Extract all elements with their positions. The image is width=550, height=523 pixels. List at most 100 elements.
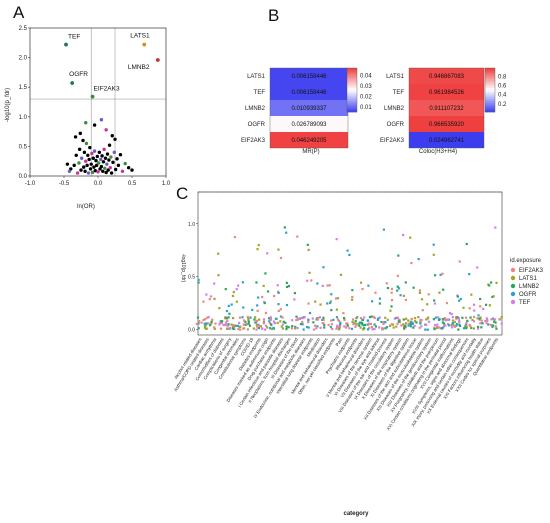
phewas-point [228,327,232,330]
phewas-point [235,288,238,291]
phewas-point [257,244,260,247]
phewas-point [382,322,385,326]
phewas-point [495,327,498,330]
phewas-point [434,316,437,319]
colorbar-segment [347,85,357,89]
phewas-point [211,318,214,321]
phewas-point [441,321,444,324]
volcano-point [101,160,106,164]
volcano-plot: -1.0 -0.5 0.0 0.5 1.0 0.0 0.5 1.0 1.5 2.0 2.5 LATS… [5,26,171,210]
phewas-point [458,319,461,322]
phewas-point [382,228,386,231]
volcano-point [107,143,112,147]
phewas-point [227,316,230,319]
phewas-point [378,302,381,305]
phewas-point [296,235,299,238]
phewas-point [410,320,413,324]
volcano-point [92,123,97,127]
volcano-point [107,158,111,162]
phewas-legend-label: LATS1 [519,276,538,282]
phewas-point [434,274,437,277]
colorbar-tick-label: 0.4 [498,93,507,99]
phewas-point [234,324,237,327]
phewas-point [291,319,294,322]
phewas-point [351,295,354,299]
volcano-point [94,163,99,168]
phewas-point [439,273,442,276]
phewas-point [307,320,310,324]
phewas-point [331,327,334,331]
phewas-point [264,311,268,315]
phewas-point [306,279,309,282]
phewas-point [339,323,342,326]
phewas-point [225,317,228,320]
phewas-point [366,323,369,326]
phewas-point [335,316,339,319]
volcano-point [84,121,88,125]
phewas-point [307,302,310,305]
phewas-point [480,326,483,329]
phewas-point [493,318,497,321]
phewas-point [326,302,329,305]
volcano-point [105,162,109,166]
phewas-point [239,325,242,328]
phewas-point [316,325,319,328]
phewas-point [305,325,309,329]
volcano-point [86,153,90,157]
phewas-point [491,324,495,327]
phewas-point [351,320,354,323]
phewas-point [370,315,373,318]
phewas-point [384,327,387,330]
colorbar-segment [347,74,357,78]
phewas-point [279,320,282,323]
phewas-point [361,287,364,291]
phewas-point [405,317,408,320]
phewas-point [255,328,258,331]
phewas-point [415,321,418,324]
volcano-point [113,137,117,141]
colorbar-segment [347,105,357,108]
volcano-point [74,153,78,157]
volcano-point [81,138,85,143]
phewas-point [255,325,259,328]
phewas-point [384,316,387,319]
phewas-point [253,316,257,319]
phewas-point [269,318,272,321]
phewas-point [323,323,326,327]
volcano-point [104,128,108,132]
heatmap-cell-label: 0.966535920 [429,122,465,128]
volcano-point-label: OGFR [69,71,88,78]
phewas-point [426,317,429,320]
heatmap-mr-xlabel: MR(P) [302,149,319,155]
phewas-point [397,287,401,290]
phewas-point [411,322,414,325]
phewas-point [255,281,258,284]
volcano-highlight-point [70,81,75,85]
phewas-point [396,322,399,325]
phewas-point [256,309,259,312]
colorbar-segment [485,68,495,71]
phewas-point [285,328,288,331]
phewas-point [273,294,276,298]
phewas-point [252,327,255,330]
phewas-point [243,327,246,330]
phewas-point [303,316,306,319]
phewas-point [308,271,311,274]
phewas-point [336,318,340,321]
phewas-point [277,248,280,251]
heatmap-row-label: EIF2AK3 [380,138,405,144]
phewas-point [276,321,279,325]
phewas-point [453,325,457,328]
phewas-point [491,295,494,299]
volcano-point [108,166,112,170]
phewas-point [205,327,208,330]
volcano-point [72,163,76,168]
phewas-point [228,312,231,315]
phewas-point [479,297,482,301]
heatmap-cell [409,100,484,116]
phewas-point [253,321,257,324]
phewas-point [352,318,355,321]
heatmap-cell-label: 0.046249205 [291,138,327,144]
phewas-point [443,317,446,320]
phewas-point [338,328,341,331]
